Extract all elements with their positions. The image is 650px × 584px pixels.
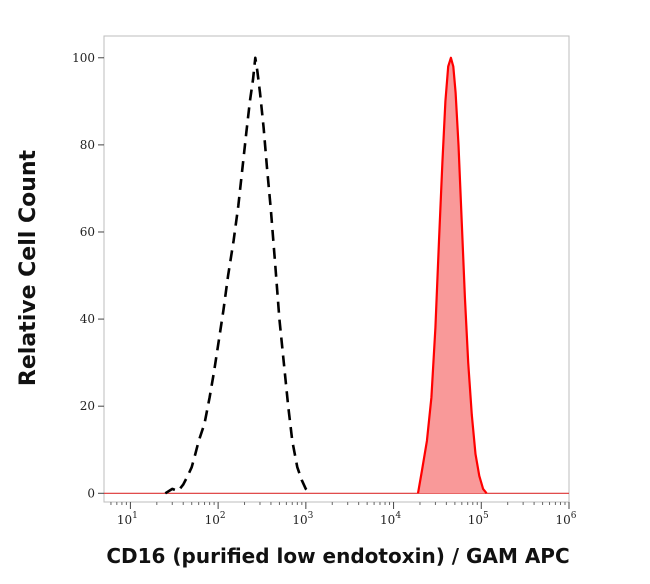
series-1-line bbox=[164, 56, 313, 495]
chart-marks bbox=[104, 56, 569, 495]
plot-area bbox=[103, 35, 570, 503]
y-tick-label: 80 bbox=[80, 138, 95, 152]
y-tick-label: 40 bbox=[80, 312, 95, 326]
x-tick-label: 104 bbox=[380, 511, 401, 527]
x-tick-label: 101 bbox=[117, 511, 138, 527]
y-tick-label: 60 bbox=[80, 225, 95, 239]
y-tick-label: 0 bbox=[87, 486, 95, 500]
x-tick-label: 105 bbox=[468, 511, 489, 527]
x-axis: 101 102 103 104 105 106 bbox=[110, 502, 577, 527]
x-axis-title: CD16 (purified low endotoxin) / GAM APC bbox=[106, 544, 569, 568]
x-tick-label: 102 bbox=[205, 511, 226, 527]
y-tick-label: 20 bbox=[80, 399, 95, 413]
series-2-line bbox=[416, 56, 488, 494]
x-tick-label: 103 bbox=[292, 511, 313, 527]
y-tick-label: 100 bbox=[72, 51, 95, 65]
y-axis-title: Relative Cell Count bbox=[16, 149, 41, 386]
y-axis: 0 20 40 60 80 100 bbox=[72, 51, 104, 500]
x-tick-label: 106 bbox=[555, 511, 576, 527]
